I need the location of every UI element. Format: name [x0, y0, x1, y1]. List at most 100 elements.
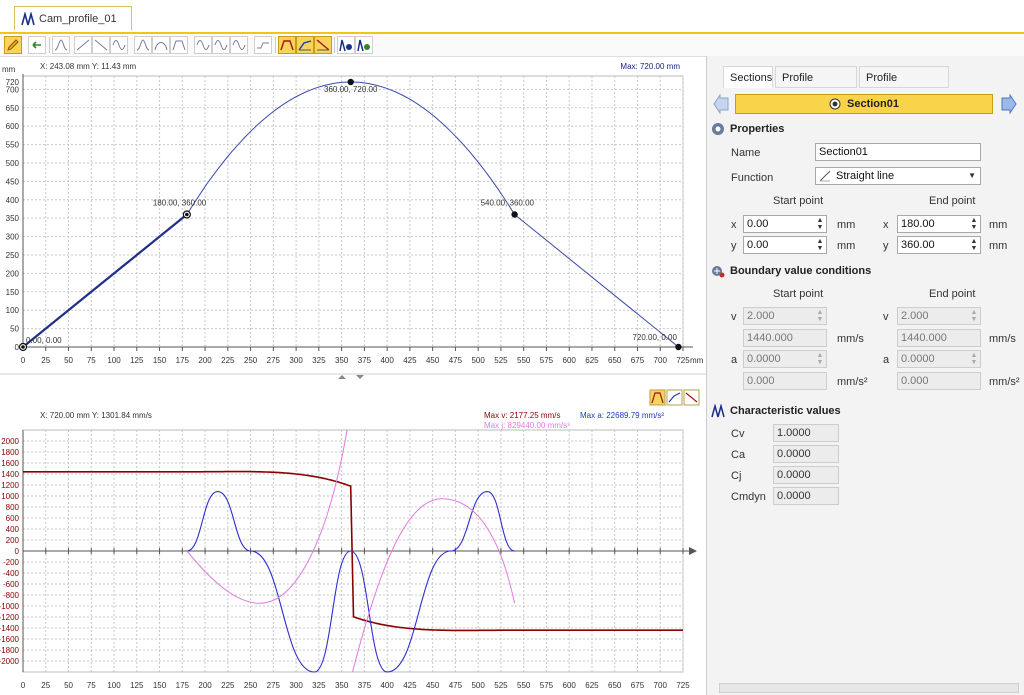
show-velocity-button[interactable]	[278, 36, 296, 54]
y-tick-label: 650	[6, 104, 20, 113]
cam-export-button[interactable]	[355, 36, 373, 54]
spinner-icon[interactable]: ▲ ▼	[816, 238, 824, 252]
y-tick-label: 450	[6, 177, 20, 186]
previous-section-icon[interactable]	[713, 94, 731, 114]
spinner-icon[interactable]: ▲ ▼	[970, 238, 978, 252]
section-properties-panel: Sections Profile overview Profile proper…	[706, 56, 1024, 695]
segment-tool-6[interactable]	[152, 36, 170, 54]
y-tick-label: -1000	[0, 602, 20, 611]
horizontal-scrollbar[interactable]	[719, 683, 1019, 693]
line-down-icon	[94, 39, 108, 51]
curve-icon	[54, 39, 68, 51]
segment-tool-4[interactable]	[110, 36, 128, 54]
radio-icon	[829, 98, 841, 110]
segment-tool-8[interactable]	[194, 36, 212, 54]
segment-tool-7[interactable]	[170, 36, 188, 54]
start-x-value: 0.00	[747, 218, 769, 230]
show-jerk-button[interactable]	[314, 36, 332, 54]
start-a-value: 0.0000	[747, 353, 781, 365]
x-tick-label: 325	[312, 356, 326, 365]
y-tick-label: 0	[15, 343, 20, 352]
start-v-field: 2.000 ▲ ▼	[743, 307, 827, 325]
x-tick-label: 700	[654, 681, 668, 690]
toggle-button	[649, 389, 666, 406]
x-tick-label: 450	[426, 356, 440, 365]
start-y-field[interactable]: 0.00 ▲ ▼	[743, 236, 827, 254]
show-acceleration-button[interactable]	[296, 36, 314, 54]
point-label: 180.00, 360.00	[153, 199, 207, 208]
y-tick-label: 1000	[1, 492, 19, 501]
cv-label: Cv	[731, 428, 745, 440]
name-label: Name	[731, 147, 761, 159]
x-tick-label: 150	[153, 681, 167, 690]
start-x-field[interactable]: 0.00 ▲ ▼	[743, 215, 827, 233]
spinner-icon[interactable]: ▲ ▼	[970, 217, 978, 231]
spinner-icon[interactable]: ▲ ▼	[816, 217, 824, 231]
jerk-series	[352, 498, 516, 673]
segment-tool-5[interactable]	[134, 36, 152, 54]
undo-button[interactable]	[28, 36, 46, 54]
x-tick-label: 275	[267, 356, 281, 365]
segment-tool-9[interactable]	[212, 36, 230, 54]
velocity-toggle-icon	[649, 389, 666, 406]
properties-title: Properties	[730, 123, 785, 135]
arrow-icon	[32, 41, 41, 49]
cam-info-button[interactable]	[337, 36, 355, 54]
x-tick-label: 175	[176, 681, 190, 690]
segment-tool-10[interactable]	[230, 36, 248, 54]
segment-tool-3[interactable]	[92, 36, 110, 54]
bv-start-point-label: Start point	[773, 288, 824, 300]
tab-profile-properties[interactable]: Profile properties	[859, 66, 949, 106]
straight-line-icon	[819, 170, 831, 182]
profile-charts[interactable]: 0 25 50 75 100 125 150 175 200 225 250 275 300 325 350…	[0, 56, 706, 695]
toggle-glyph	[651, 392, 664, 404]
end-a-result: 0.000	[897, 372, 981, 390]
velocity-series	[23, 470, 683, 632]
start-x-label: x	[731, 219, 737, 231]
section-selector[interactable]: Section01	[735, 94, 993, 114]
document-tab[interactable]: Cam_profile_01	[14, 6, 132, 30]
jerk-icon	[316, 39, 330, 51]
draw-tool-button[interactable]	[4, 36, 22, 54]
x-tick-label: 250	[244, 681, 258, 690]
x-tick-label: 575	[540, 681, 554, 690]
end-v-result: 1440.000	[897, 329, 981, 347]
segment-tool-2[interactable]	[74, 36, 92, 54]
end-y-field[interactable]: 360.00 ▲ ▼	[897, 236, 981, 254]
boundary-icon	[712, 266, 725, 278]
chevron-down-icon: ▼	[968, 171, 976, 180]
step-icon	[257, 42, 269, 49]
segment-tool-11[interactable]	[254, 36, 272, 54]
toggle-glyph	[685, 392, 698, 403]
name-field[interactable]: Section01	[815, 143, 981, 161]
spinner-icon: ▲ ▼	[816, 309, 824, 323]
y-tick-label: 250	[6, 251, 20, 260]
next-section-icon[interactable]	[999, 94, 1017, 114]
point-label: 360.00, 720.00	[324, 85, 378, 94]
tab-profile-overview[interactable]: Profile overview	[775, 66, 857, 106]
end-x-field[interactable]: 180.00 ▲ ▼	[897, 215, 981, 233]
end-x-label: x	[883, 219, 889, 231]
v-label: v	[731, 311, 737, 323]
x-tick-label: 125	[130, 681, 144, 690]
collapse-up-icon	[338, 375, 346, 379]
x-tick-label: 50	[64, 681, 73, 690]
start-point-label: Start point	[773, 195, 824, 207]
toggle-button	[666, 389, 683, 406]
tab-sections[interactable]: Sections	[723, 66, 773, 88]
unit-mm-label: mm	[837, 240, 856, 252]
y-tick-label: -1200	[0, 613, 20, 622]
x-tick-label: 625	[585, 681, 599, 690]
function-dropdown[interactable]: Straight line ▼	[815, 167, 981, 185]
start-v-result: 1440.000	[743, 329, 827, 347]
x-tick-label: 375	[358, 356, 372, 365]
cmdyn-label: Cmdyn	[731, 491, 766, 503]
x-tick-label: 25	[41, 356, 50, 365]
x-tick-label: 50	[64, 356, 73, 365]
acceleration-icon	[298, 40, 312, 51]
unit-mms2-label: mm/s²	[989, 376, 1020, 388]
point-marker	[347, 78, 354, 86]
segment-tool-1[interactable]	[52, 36, 70, 54]
x-tick-label: 75	[87, 356, 96, 365]
y-tick-label: 720	[6, 78, 20, 87]
